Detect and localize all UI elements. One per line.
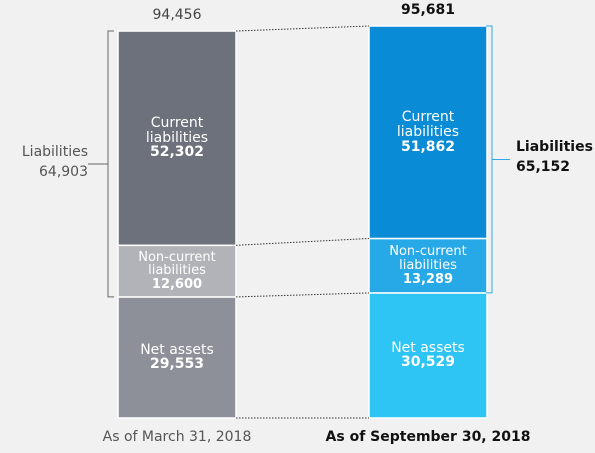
total-label: 95,681: [400, 2, 456, 18]
segment-label-inner: Current liabilities 51,862: [378, 110, 478, 154]
bracket: [107, 30, 114, 298]
segment-label: Net assets 30,529: [369, 293, 487, 418]
segment-label-inner: Net assets 29,553: [127, 343, 227, 372]
segment-label-inner: Current liabilities 52,302: [127, 116, 227, 160]
segment-label-inner: Net assets 30,529: [378, 341, 478, 370]
liabilities-name: Liabilities: [21, 143, 88, 160]
bar-segment: [368, 25, 488, 240]
liabilities-label: Liabilities 65,152: [516, 137, 593, 177]
connector: [235, 25, 370, 32]
bar-segment: [117, 296, 237, 419]
segment-name: Non-current liabilities: [138, 249, 216, 279]
segment-name: Current liabilities: [396, 109, 460, 140]
bar-segment: [117, 244, 237, 298]
segment-name: Net assets: [391, 339, 465, 356]
connector: [235, 292, 370, 298]
segment-name: Net assets: [140, 341, 214, 358]
bar-segment: [368, 237, 488, 294]
segment-name: Non-current liabilities: [389, 244, 467, 273]
segment-label: Non-current liabilities 12,600: [118, 245, 236, 297]
bar-segment: [368, 292, 488, 419]
liabilities-name: Liabilities: [516, 139, 593, 156]
segment-label: Net assets 29,553: [118, 297, 236, 418]
segment-label-inner: Non-current liabilities 12,600: [127, 249, 227, 292]
segment-label: Current liabilities 52,302: [118, 31, 236, 245]
segment-label: Current liabilities 51,862: [369, 26, 487, 238]
bar-segment: [117, 30, 237, 247]
segment-value: 51,862: [400, 138, 456, 155]
segment-value: 13,289: [402, 271, 454, 287]
connector: [235, 237, 370, 246]
category-label: As of March 31, 2018: [102, 429, 252, 445]
segment-value: 12,600: [151, 276, 203, 292]
segment-name: Current liabilities: [145, 115, 209, 146]
category-label: As of September 30, 2018: [325, 429, 531, 445]
segment-label: Non-current liabilities 13,289: [369, 238, 487, 292]
segment-value: 30,529: [400, 354, 456, 371]
liabilities-value: 64,903: [39, 163, 88, 180]
segment-label-inner: Non-current liabilities 13,289: [378, 245, 478, 286]
segment-value: 52,302: [149, 144, 205, 161]
liabilities-label: Liabilities 64,903: [0, 142, 88, 182]
total-label: 94,456: [152, 7, 202, 24]
liabilities-value: 65,152: [516, 159, 571, 176]
segment-value: 29,553: [149, 356, 205, 373]
